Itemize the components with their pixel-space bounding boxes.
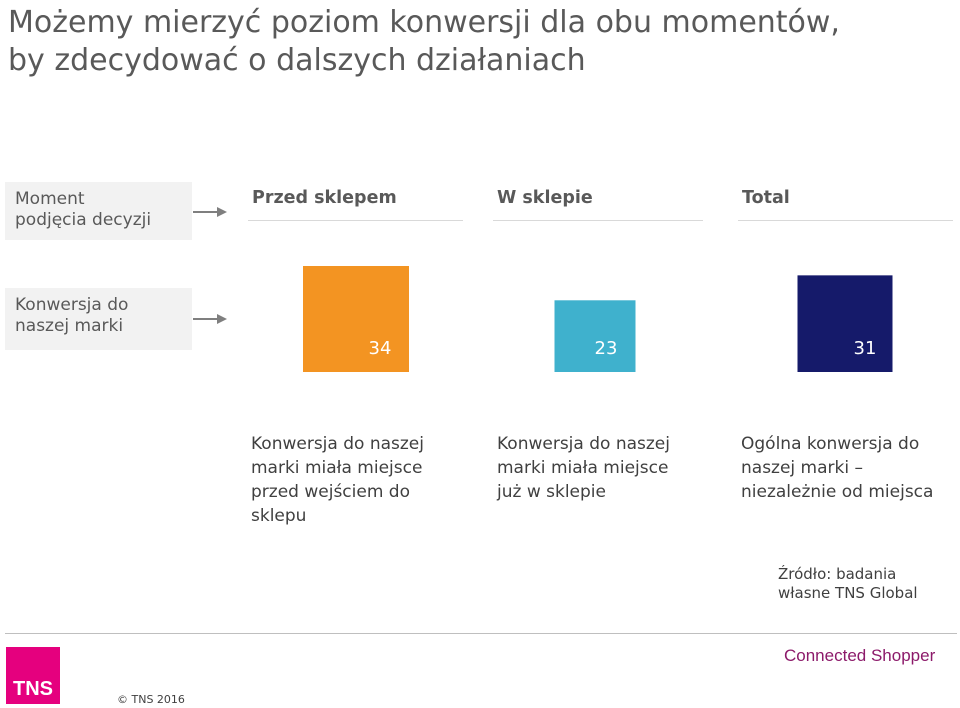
column-header-underline (248, 220, 463, 221)
row-label-conversion: Konwersja do naszej marki (5, 288, 192, 350)
description-line: już w sklepie (497, 482, 606, 502)
column-header-w-sklepie: W sklepie (497, 188, 593, 208)
bar-value-label-przed-sklepem: 34 (369, 338, 392, 359)
arrow-right-icon (193, 314, 227, 324)
tns-logo: TNS (6, 647, 60, 704)
row-label-conversion-line-1: Konwersja do (15, 295, 129, 315)
description-line: marki miała miejsce (497, 458, 669, 478)
description-line: przed wejściem do (251, 482, 410, 502)
bar-value-label-total: 31 (854, 338, 877, 359)
title-line-1: Możemy mierzyć poziom konwersji dla obu … (8, 5, 840, 40)
column-header-underline (738, 220, 953, 221)
arrow-right-icon (193, 207, 227, 217)
description-line: marki miała miejsce (251, 458, 423, 478)
row-label-moment: Moment podjęcia decyzji (5, 182, 192, 240)
row-label-moment-line-1: Moment (15, 189, 85, 209)
description-line: naszej marki – (741, 458, 863, 478)
footer-divider (5, 633, 957, 634)
bar-value-label-w-sklepie: 23 (595, 338, 618, 359)
source-note: Źródło: badania własne TNS Global (778, 565, 918, 603)
column-header-przed-sklepem: Przed sklepem (252, 188, 397, 208)
bar-total (797, 275, 893, 372)
connected-shopper-brand: Connected Shopper (784, 646, 936, 665)
copyright-text: © TNS 2016 (117, 693, 185, 706)
bar-przed-sklepem (303, 266, 409, 372)
row-label-moment-line-2: podjęcia decyzji (15, 210, 152, 230)
description-line: Ogólna konwersja do (741, 434, 920, 454)
conversion-bar-chart: 34 23 31 (303, 266, 893, 372)
title-line-2: by zdecydować o dalszych działaniach (8, 43, 586, 78)
description-line: Konwersja do naszej (497, 434, 670, 454)
description-line: sklepu (251, 506, 307, 526)
description-line: Konwersja do naszej (251, 434, 424, 454)
description-w-sklepie: Konwersja do naszej marki miała miejsce … (497, 432, 670, 504)
column-header-total: Total (742, 188, 790, 208)
page-title: Możemy mierzyć poziom konwersji dla obu … (8, 4, 953, 80)
description-line: niezależnie od miejsca (741, 482, 934, 502)
description-total: Ogólna konwersja do naszej marki – nieza… (741, 432, 933, 504)
column-header-underline (493, 220, 703, 221)
bar-w-sklepie (554, 300, 636, 372)
source-line-1: Źródło: badania (778, 565, 897, 583)
description-przed-sklepem: Konwersja do naszej marki miała miejsce … (251, 432, 424, 528)
source-line-2: własne TNS Global (778, 584, 918, 602)
row-label-conversion-line-2: naszej marki (15, 316, 124, 336)
